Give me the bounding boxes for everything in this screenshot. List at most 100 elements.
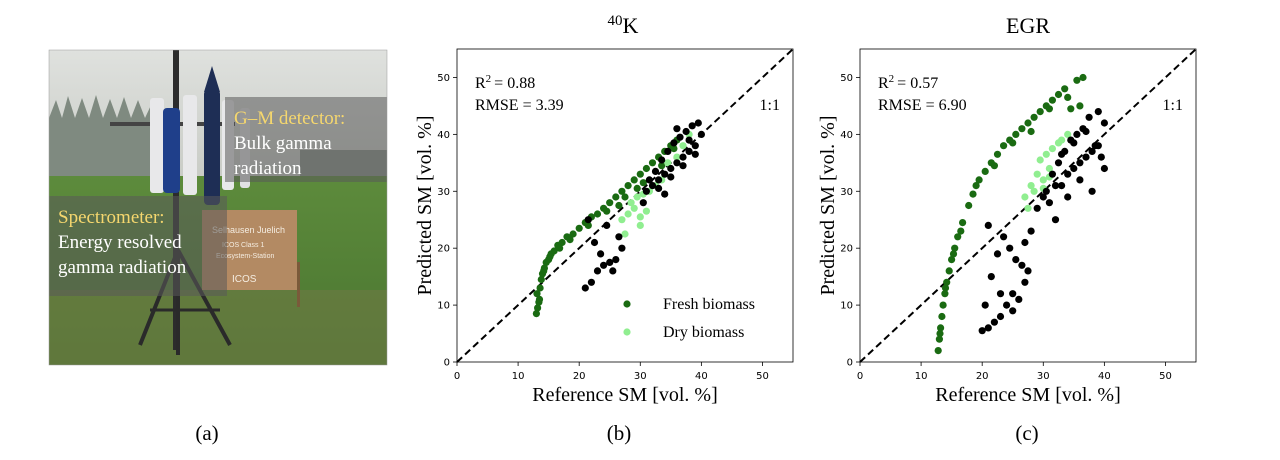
dry-biomass-point	[618, 216, 626, 224]
reference-point	[981, 301, 989, 309]
y-tick-label: 50	[840, 73, 853, 84]
gm-detector-body-1: Bulk gamma	[234, 133, 332, 154]
y-tick-label: 10	[840, 301, 853, 312]
dry-biomass-point	[636, 213, 644, 221]
reference-point	[590, 238, 599, 247]
dry-biomass-point	[636, 221, 644, 229]
reference-point	[996, 312, 1005, 321]
fresh-biomass-point	[957, 227, 965, 235]
fresh-biomass-point	[621, 193, 629, 201]
fresh-biomass-point	[945, 267, 953, 275]
rmse-annotation: RMSE = 3.39	[475, 97, 564, 114]
spectrometer-label-box	[49, 196, 227, 296]
dry-biomass-point	[627, 199, 635, 207]
reference-point	[1064, 170, 1072, 178]
reference-point	[581, 284, 589, 292]
dry-biomass-point	[633, 193, 641, 201]
reference-point	[593, 267, 602, 275]
r2-superscript: 2	[486, 73, 492, 85]
reference-point	[651, 167, 660, 175]
fresh-biomass-point	[975, 176, 983, 184]
fresh-biomass-point	[993, 150, 1002, 158]
reference-point	[697, 130, 706, 138]
egr-scatter-chart: 0 10 20 30 40 50 0 10 20 30 40 50 EGR R2 = 0.57 RMSE = …	[817, 13, 1197, 406]
fresh-biomass-point	[558, 238, 566, 247]
reference-point	[609, 267, 617, 275]
reference-point	[1051, 182, 1060, 190]
reference-point	[1000, 233, 1008, 241]
reference-point	[1064, 193, 1072, 201]
gm-detector-body-2: radiation	[234, 158, 302, 179]
fresh-biomass-point	[943, 278, 951, 286]
reference-point	[618, 244, 626, 252]
dry-biomass-point	[630, 204, 638, 212]
reference-point	[978, 327, 986, 335]
y-axis-label: Predicted SM [vol. %]	[817, 116, 839, 296]
reference-point	[1012, 256, 1020, 264]
fresh-biomass-point	[537, 275, 545, 284]
r2-superscript: 2	[889, 73, 895, 85]
fresh-biomass-point	[959, 219, 967, 227]
fresh-biomass-point	[575, 224, 583, 232]
one-to-one-label: 1:1	[760, 97, 780, 114]
fresh-biomass-point	[1048, 96, 1056, 104]
fresh-biomass-point	[615, 201, 623, 210]
gm-detector-title: G–M detector:	[234, 108, 345, 129]
dry-biomass-point	[1058, 136, 1066, 144]
station-photo: Selhausen Juelich ICOS Class 1 Ecosystem…	[49, 50, 387, 365]
fresh-biomass-point	[1073, 76, 1081, 84]
fresh-biomass-point	[550, 247, 558, 255]
reference-point	[597, 250, 605, 258]
fresh-biomass-point	[1064, 93, 1072, 101]
reference-point	[1021, 238, 1029, 247]
reference-point	[664, 147, 672, 155]
r2-annotation: R2 = 0.88	[475, 73, 535, 92]
chart-title-main: K	[623, 13, 639, 38]
fresh-biomass-point	[949, 250, 958, 258]
legend-label-dry: Dry biomass	[663, 324, 744, 341]
reference-point	[658, 156, 666, 164]
dry-biomass-point	[1039, 176, 1047, 184]
r2-value: = 0.88	[494, 75, 535, 92]
fresh-biomass-point	[633, 184, 641, 192]
legend-label-fresh: Fresh biomass	[663, 296, 755, 313]
reference-point	[1076, 176, 1084, 184]
x-tick-label: 20	[976, 371, 989, 382]
spectrometer-body-2: gamma radiation	[58, 257, 187, 278]
fresh-biomass-point	[941, 284, 950, 292]
dry-biomass-point	[1021, 193, 1029, 201]
reference-point	[603, 221, 611, 229]
fresh-biomass-point	[658, 162, 666, 170]
fresh-biomass-point	[938, 312, 946, 321]
y-tick-label: 30	[840, 187, 853, 198]
reference-point	[612, 256, 620, 264]
reference-point	[600, 261, 608, 269]
fresh-biomass-point	[1012, 130, 1020, 138]
dry-biomass-point	[1030, 187, 1038, 195]
dry-biomass-point	[664, 159, 672, 167]
reference-point	[1073, 130, 1081, 138]
reference-point	[1006, 244, 1014, 252]
fresh-biomass-point	[618, 187, 626, 195]
y-tick-label: 30	[437, 187, 450, 198]
legend-marker-fresh	[623, 300, 631, 308]
dry-biomass-point	[621, 230, 629, 238]
fresh-biomass-point	[1061, 85, 1069, 93]
fresh-biomass-point	[1009, 139, 1017, 147]
r2-label: R	[878, 75, 889, 92]
fresh-biomass-point	[935, 335, 944, 343]
reference-point	[1070, 164, 1078, 173]
reference-point	[679, 162, 687, 170]
reference-point	[606, 258, 614, 266]
fresh-biomass-point	[981, 167, 989, 175]
x-tick-label: 40	[695, 371, 708, 382]
reference-point	[1024, 267, 1032, 275]
x-axis-label: Reference SM [vol. %]	[935, 384, 1121, 406]
fresh-biomass-point	[606, 199, 614, 207]
gm-detector-device	[204, 90, 220, 205]
reference-point	[1088, 147, 1096, 155]
fresh-biomass-point	[937, 324, 945, 332]
reference-point	[1082, 127, 1090, 136]
reference-point	[1054, 159, 1063, 167]
x-tick-label: 10	[512, 371, 525, 382]
